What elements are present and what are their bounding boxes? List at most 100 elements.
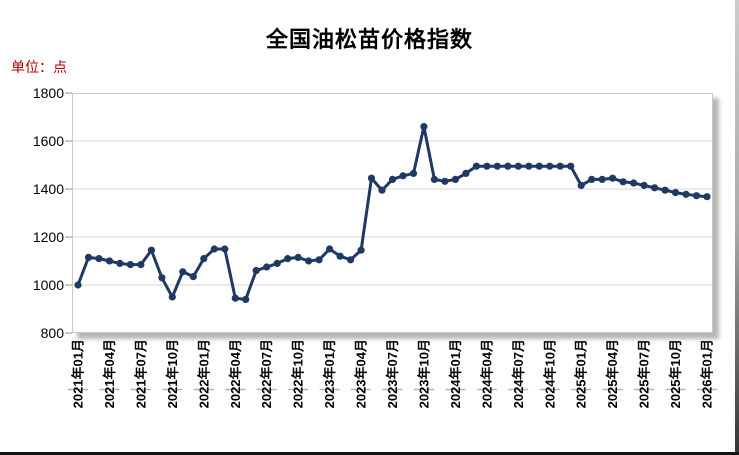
x-axis-label: 2022年01月 (196, 339, 211, 408)
data-point-marker[interactable] (577, 181, 585, 189)
data-point-marker[interactable] (703, 193, 711, 201)
data-point-marker[interactable] (252, 267, 260, 275)
data-point-marker[interactable] (609, 174, 617, 182)
data-point-marker[interactable] (84, 253, 93, 261)
y-axis-label: 1200 (33, 229, 64, 245)
data-point-marker[interactable] (483, 162, 491, 170)
chart-title: 全国油松苗价格指数 (265, 27, 473, 52)
data-point-marker[interactable] (567, 162, 575, 170)
window-right-edge (735, 0, 739, 455)
x-axis-label: 2021年10月 (165, 339, 180, 408)
data-point-marker[interactable] (535, 162, 543, 170)
data-point-marker[interactable] (640, 181, 648, 189)
y-axis-labels: 1800 1600 1400 1200 1000 800 (33, 85, 64, 341)
data-point-marker[interactable] (367, 174, 376, 182)
data-point-marker[interactable] (682, 190, 690, 198)
data-point-marker[interactable] (158, 274, 166, 282)
data-point-marker[interactable] (126, 261, 134, 269)
x-axis-label: 2021年07月 (133, 339, 148, 408)
data-point-marker[interactable] (692, 192, 701, 200)
data-point-marker[interactable] (430, 175, 438, 183)
data-point-marker[interactable] (105, 257, 114, 265)
x-axis-label: 2023年07月 (385, 339, 400, 408)
data-point-marker[interactable] (504, 162, 512, 170)
x-axis-labels: 2021年01月 2021年04月 2021年07月 2021年10月 2022年01月… (71, 339, 715, 408)
unit-label: 单位：点 (11, 59, 67, 75)
data-point-marker[interactable] (409, 169, 418, 177)
data-point-marker[interactable] (378, 186, 386, 194)
data-point-marker[interactable] (137, 261, 145, 269)
data-point-marker[interactable] (116, 259, 124, 267)
data-point-marker[interactable] (588, 175, 596, 183)
data-point-marker[interactable] (336, 252, 344, 260)
x-axis-label: 2023年04月 (354, 339, 369, 408)
x-axis-label: 2025年10月 (668, 339, 683, 408)
x-axis-label: 2022年04月 (228, 339, 243, 408)
data-point-marker[interactable] (147, 246, 155, 254)
y-axis-ticks (65, 92, 72, 334)
data-point-marker[interactable] (179, 268, 187, 276)
x-axis-label: 2024年07月 (511, 339, 526, 408)
plot-frame (72, 93, 713, 333)
data-point-marker[interactable] (168, 293, 176, 301)
data-point-marker[interactable] (273, 259, 281, 267)
data-point-marker[interactable] (630, 179, 638, 187)
data-point-marker[interactable] (399, 172, 407, 180)
x-axis-label: 2023年01月 (322, 339, 337, 408)
data-point-marker[interactable] (326, 245, 334, 253)
data-point-marker[interactable] (357, 246, 365, 254)
data-point-marker[interactable] (263, 263, 271, 271)
data-point-marker[interactable] (210, 245, 218, 253)
y-axis-label: 800 (41, 325, 65, 341)
window-bottom-edge (0, 452, 739, 455)
x-axis-label: 2024年04月 (479, 339, 494, 408)
data-point-marker[interactable] (200, 255, 208, 263)
data-point-marker[interactable] (472, 162, 480, 170)
x-axis-label: 2025年01月 (574, 339, 589, 408)
data-point-marker[interactable] (95, 255, 103, 263)
data-point-marker[interactable] (242, 295, 250, 303)
x-axis-label: 2022年07月 (259, 339, 274, 408)
data-point-marker[interactable] (514, 162, 522, 170)
data-point-marker[interactable] (671, 189, 680, 197)
data-point-marker[interactable] (651, 184, 659, 192)
data-point-marker[interactable] (284, 255, 292, 263)
x-axis-label: 2025年07月 (637, 339, 652, 408)
x-axis-label: 2024年01月 (448, 339, 463, 408)
data-point-marker[interactable] (462, 169, 470, 177)
data-point-marker[interactable] (294, 253, 302, 261)
x-axis-label: 2021年04月 (102, 339, 117, 408)
data-point-marker[interactable] (451, 175, 459, 183)
x-axis-label: 2025年04月 (605, 339, 620, 408)
data-point-marker[interactable] (525, 162, 533, 170)
x-axis-label: 2026年01月 (700, 339, 715, 408)
x-axis-label: 2023年10月 (416, 339, 431, 408)
data-point-markers (74, 123, 711, 303)
x-axis-label: 2022年10月 (291, 339, 306, 408)
plot-area-background (72, 93, 713, 333)
x-axis-label: 2024年10月 (542, 339, 557, 408)
data-point-marker[interactable] (231, 294, 239, 302)
data-point-marker[interactable] (315, 256, 323, 264)
data-point-marker[interactable] (619, 178, 627, 186)
data-point-marker[interactable] (556, 162, 564, 170)
data-point-marker[interactable] (388, 175, 397, 183)
data-point-marker[interactable] (420, 123, 428, 131)
y-axis-label: 1000 (33, 277, 64, 293)
data-point-marker[interactable] (305, 257, 313, 265)
data-point-marker[interactable] (493, 162, 501, 170)
data-point-marker[interactable] (347, 256, 355, 264)
data-point-marker[interactable] (221, 245, 229, 253)
y-axis-label: 1600 (33, 133, 64, 149)
y-axis-label: 1800 (33, 85, 64, 101)
y-axis-label: 1400 (33, 181, 64, 197)
data-point-marker[interactable] (598, 175, 606, 183)
x-axis-label: 2021年01月 (71, 339, 86, 408)
data-point-marker[interactable] (661, 186, 669, 194)
data-point-marker[interactable] (546, 162, 554, 170)
data-point-marker[interactable] (441, 177, 449, 185)
data-point-marker[interactable] (74, 281, 82, 289)
data-point-marker[interactable] (189, 273, 197, 281)
